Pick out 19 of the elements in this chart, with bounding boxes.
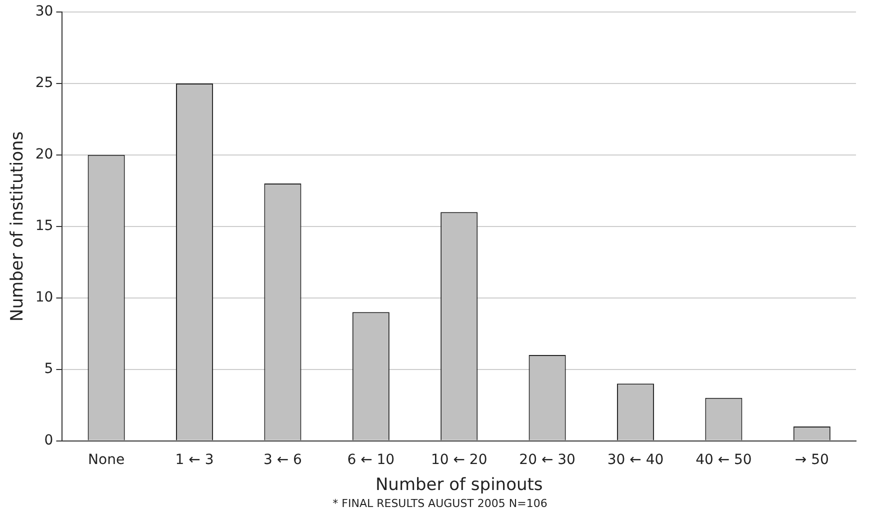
- x-tick-label: 10 ← 20: [430, 452, 488, 468]
- x-axis-title: Number of spinouts: [375, 475, 543, 496]
- y-tick-label: 25: [35, 75, 54, 92]
- x-tick-label: None: [88, 452, 125, 468]
- y-tick-label: 15: [35, 218, 54, 234]
- y-tick-label: 5: [44, 360, 54, 377]
- x-tick-label: 40 ← 50: [696, 452, 752, 468]
- y-tick-label: 20: [35, 146, 54, 163]
- x-tick-label: 30 ← 40: [607, 452, 664, 468]
- y-tick-label: 10: [35, 290, 54, 306]
- x-tick-label: 3 ← 6: [263, 452, 302, 468]
- x-tick-label: 1 ← 3: [175, 452, 214, 468]
- text: * FINAL RESULTS AUGUST 2005 N=106: [332, 497, 548, 510]
- y-tick-label: 30: [35, 4, 54, 20]
- x-tick-label: 6 ← 10: [347, 452, 395, 468]
- y-tick-label: 0: [44, 432, 54, 448]
- x-tick-label: 20 ← 30: [519, 452, 576, 468]
- y-axis-title: Number of institutions: [8, 131, 28, 322]
- x-tick-label: → 50: [794, 452, 829, 468]
